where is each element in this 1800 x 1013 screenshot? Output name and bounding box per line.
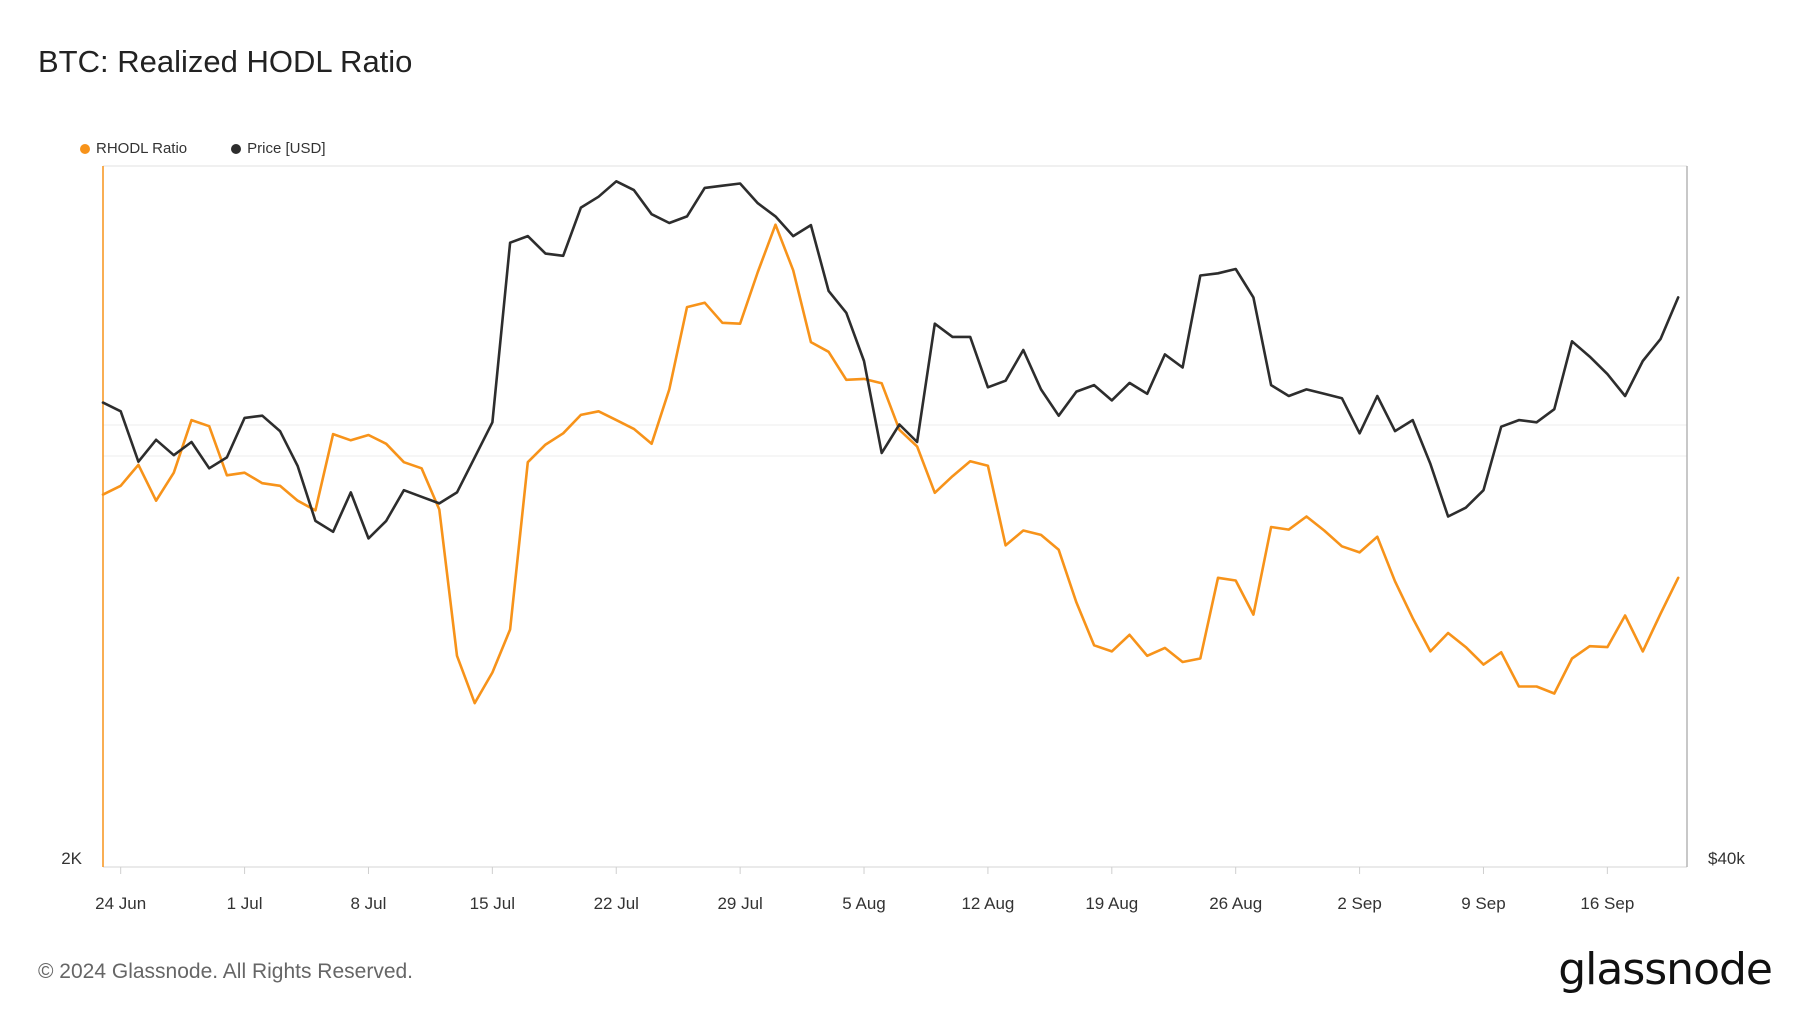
price-line (101, 180, 1680, 540)
x-tick-label-12: 16 Sep (1580, 894, 1634, 913)
x-tick-label-0: 24 Jun (95, 894, 146, 913)
legend-label-rhodl: RHODL Ratio (96, 140, 188, 157)
x-tick-label-8: 19 Aug (1085, 894, 1138, 913)
legend-item-price[interactable]: Price [USD] (231, 140, 326, 157)
rhodl-ratio-line (101, 223, 1680, 705)
x-tick-label-2: 8 Jul (351, 894, 387, 913)
series-lines (101, 180, 1680, 705)
y-axis-ticks: 2K $40k (61, 849, 1745, 868)
x-tick-label-5: 29 Jul (717, 894, 762, 913)
rhodl-legend-dot (80, 143, 90, 154)
grid (103, 424, 1687, 457)
x-tick-label-6: 5 Aug (842, 894, 886, 913)
x-tick-label-4: 22 Jul (594, 894, 639, 913)
price-legend-dot (231, 143, 242, 154)
y-right-tick-label: $40k (1708, 849, 1745, 868)
x-tick-label-10: 2 Sep (1337, 894, 1381, 913)
x-tick-label-9: 26 Aug (1209, 894, 1262, 913)
glassnode-logo: glassnode (1558, 944, 1773, 995)
x-tick-label-11: 9 Sep (1461, 894, 1505, 913)
y-left-tick-label: 2K (61, 849, 82, 868)
chart-title: BTC: Realized HODL Ratio (38, 44, 413, 79)
legend: RHODL Ratio Price [USD] (80, 140, 326, 157)
copyright: © 2024 Glassnode. All Rights Reserved. (38, 960, 414, 983)
x-tick-label-7: 12 Aug (961, 894, 1014, 913)
x-tick-label-1: 1 Jul (227, 894, 263, 913)
x-axis-ticks: 24 Jun 1 Jul 8 Jul 15 Jul 22 Jul 29 Jul 5 Aug 1… (95, 867, 1634, 913)
legend-item-rhodl[interactable]: RHODL Ratio (80, 140, 187, 157)
axes (102, 165, 1688, 868)
x-tick-label-3: 15 Jul (470, 894, 515, 913)
legend-label-price: Price [USD] (247, 140, 326, 157)
